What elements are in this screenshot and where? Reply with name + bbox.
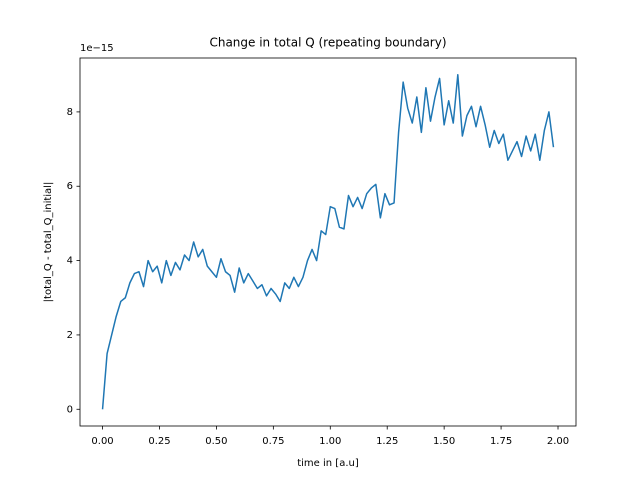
y-tick-label: 8 <box>67 107 73 118</box>
y-tick-label: 4 <box>67 256 73 267</box>
x-tick-label: 1.25 <box>376 436 398 447</box>
y-tick-label: 0 <box>67 404 73 415</box>
y-tick-label: 6 <box>67 181 73 192</box>
y-tick-label: 2 <box>67 330 73 341</box>
chart-title: Change in total Q (repeating boundary) <box>209 36 446 50</box>
plot-frame <box>79 57 577 427</box>
y-offset-label: 1e−15 <box>80 43 114 54</box>
x-tick-label: 0.75 <box>262 436 284 447</box>
data-line <box>101 73 555 410</box>
x-tick-label: 1.75 <box>490 436 512 447</box>
y-axis-label: |total_Q - total_Q_initial| <box>43 182 54 303</box>
x-tick-label: 2.00 <box>547 436 569 447</box>
x-axis-label: time in [a.u] <box>297 458 359 469</box>
x-tick-label: 0.50 <box>205 436 227 447</box>
x-tick-label: 0.25 <box>148 436 170 447</box>
x-tick-label: 1.50 <box>433 436 455 447</box>
x-tick-label: 0.00 <box>91 436 113 447</box>
x-tick-label: 1.00 <box>319 436 341 447</box>
